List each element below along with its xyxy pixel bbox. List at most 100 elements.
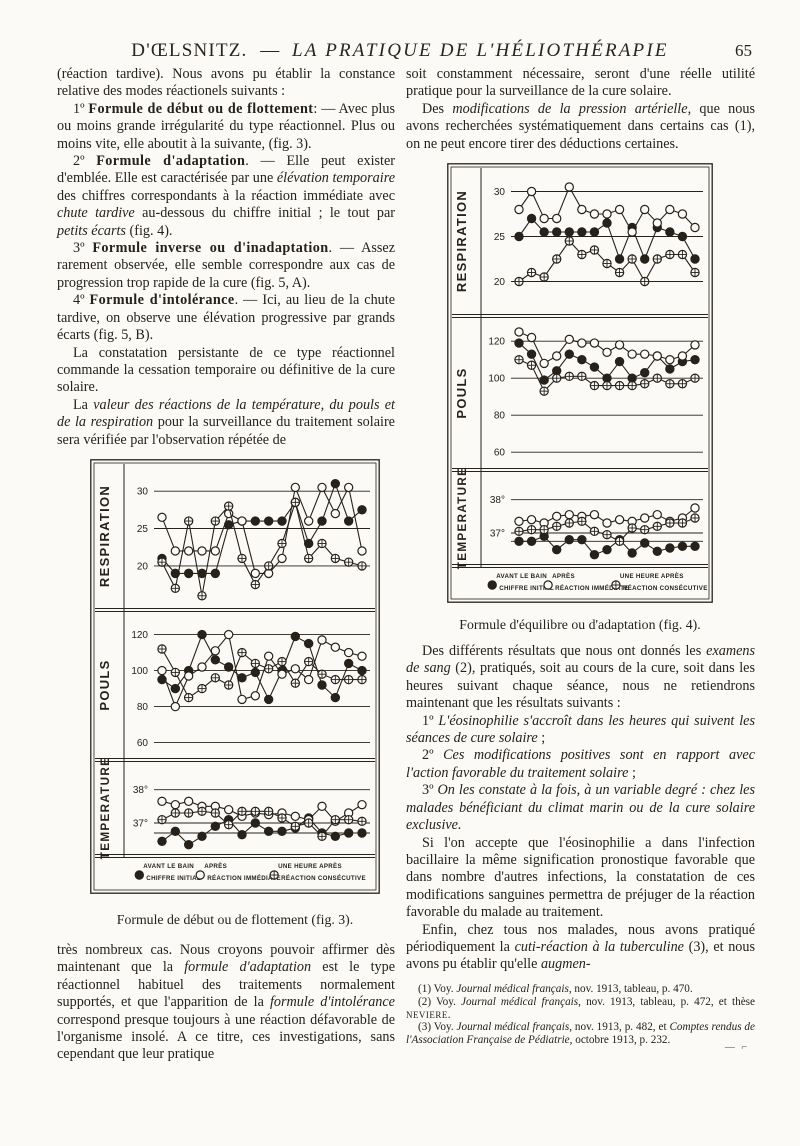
paragraph: 3º On les constate à la fois, à un varia… (406, 782, 755, 834)
text-segment: 3º (73, 240, 93, 257)
svg-text:AVANT LE BAIN: AVANT LE BAIN (143, 863, 194, 870)
text-segment: augmen- (540, 956, 591, 973)
text-segment: . — Ici, au lieu de la chute tardive, on… (57, 292, 395, 344)
paragraph: La constatation persistante de ce type r… (57, 345, 395, 397)
svg-text:120: 120 (131, 630, 148, 641)
svg-text:TEMPERATURE: TEMPERATURE (456, 467, 469, 569)
svg-text:TEMPERATURE: TEMPERATURE (99, 757, 112, 859)
text-segment: chute tardive (57, 205, 135, 222)
right-paragraphs-top: soit constamment nécessaire, seront d'un… (406, 66, 755, 153)
text-segment: . — Assez rarement observée, elle semble… (57, 240, 395, 291)
svg-text:APRÈS: APRÈS (204, 862, 227, 870)
svg-text:60: 60 (494, 448, 506, 459)
svg-text:80: 80 (137, 702, 149, 713)
text-segment: des chiffres correspondants à la réactio… (57, 187, 395, 204)
text-segment: Journal médical français (461, 995, 579, 1008)
svg-text:RÉACTION CONSÉCUTIVE: RÉACTION CONSÉCUTIVE (281, 874, 366, 882)
svg-text:RÉACTION IMMÉDIATE: RÉACTION IMMÉDIATE (555, 584, 629, 592)
svg-text:30: 30 (137, 487, 149, 498)
svg-text:60: 60 (137, 738, 149, 749)
text-segment: Formule d'adaptation (96, 153, 246, 170)
svg-text:UNE HEURE APRÈS: UNE HEURE APRÈS (620, 572, 684, 580)
paragraph: (2) Voy. Journal médical français, nov. … (406, 996, 755, 1022)
text-segment: 2º (422, 747, 444, 764)
svg-text:80: 80 (494, 411, 506, 422)
text-segment: Des (422, 100, 453, 117)
figure-chart: 30 25 20 RESPIRATION 120 100 80 60 POULS 38° 37° TE… (447, 163, 713, 603)
svg-text:POULS: POULS (97, 659, 112, 710)
text-segment: ; (537, 730, 546, 747)
text-segment: Formule inverse ou d'inadaptation (92, 240, 329, 257)
paragraph: soit constamment nécessaire, seront d'un… (406, 66, 755, 101)
text-segment: très nombreux cas. Nous croyons pouvoir … (57, 941, 395, 976)
figure-chart: 30 25 20 RESPIRATION 120 100 80 60 POULS 38° 37° TE… (90, 459, 380, 894)
text-segment: élévation temporaire (276, 170, 395, 187)
figure-3: 30 25 20 RESPIRATION 120 100 80 60 POULS 38° 37° TE… (90, 459, 380, 899)
paragraph: La valeur des réactions de la températur… (57, 397, 395, 449)
svg-text:25: 25 (494, 232, 506, 243)
text-segment: formule d'adaptation (184, 959, 312, 976)
page-number: 65 (735, 41, 752, 60)
left-paragraphs-bottom: très nombreux cas. Nous croyons pouvoir … (57, 942, 395, 1064)
svg-text:30: 30 (494, 187, 506, 198)
text-segment: , nov. 1913, tableau, p. 470. (568, 982, 693, 995)
paragraph: 2º Formule d'adaptation. — Elle peut exi… (57, 153, 395, 240)
text-segment: (1) Voy. (418, 982, 457, 995)
text-segment: . — Elle peut exister d'emblée. Elle est… (57, 153, 396, 187)
paragraph: Des modifications de la pression artérie… (406, 101, 755, 153)
paragraph: très nombreux cas. Nous croyons pouvoir … (57, 942, 395, 1064)
paragraph: Des différents résultats que nous ont do… (406, 643, 755, 713)
text-segment: La (73, 396, 94, 413)
text-segment: (fig. 4). (125, 222, 173, 239)
text-segment: Comptes rendus de l'Association Français… (406, 1021, 755, 1047)
text-segment: modifications de la pression artérielle (452, 100, 688, 117)
paragraph: (3) Voy. Journal médical français, nov. … (406, 1021, 755, 1047)
text-segment: : — Avec plus ou moins grande irrégulari… (57, 100, 395, 152)
text-segment: au-dessous du chiffre initial ; le tout … (134, 205, 395, 222)
svg-text:RESPIRATION: RESPIRATION (454, 190, 469, 292)
svg-text:37°: 37° (490, 529, 505, 540)
right-column: soit constamment nécessaire, seront d'un… (406, 66, 755, 1054)
svg-text:120: 120 (488, 337, 505, 348)
header-dash: — (260, 40, 280, 61)
text-segment: On les constate à la fois, à un variable… (406, 782, 755, 834)
svg-text:37°: 37° (133, 818, 148, 829)
text-segment: formule d'intolérance (269, 994, 395, 1011)
paragraph: Si l'on accepte que l'éosinophilie a dan… (406, 835, 755, 922)
paragraph: 1º L'éosinophilie s'accroît dans les heu… (406, 713, 755, 748)
text-segment: Ces modifications positives sont en rapp… (406, 747, 755, 781)
text-segment: La constatation persistante de ce type r… (57, 344, 395, 396)
footnotes: (1) Voy. Journal médical français, nov. … (406, 983, 755, 1054)
text-segment: (3), et nous avons pu établir qu'elle (406, 938, 756, 973)
svg-text:100: 100 (488, 374, 505, 385)
text-segment: Neviere (406, 1009, 448, 1020)
text-segment: Des différents résultats que nous ont do… (422, 643, 707, 660)
text-segment: (réaction tardive). Nous avons pu établi… (57, 66, 395, 100)
text-segment: Journal médical français (456, 982, 569, 995)
svg-text:UNE HEURE APRÈS: UNE HEURE APRÈS (278, 862, 342, 870)
text-segment: (3) Voy. (418, 1021, 457, 1034)
svg-text:20: 20 (494, 277, 506, 288)
page-header: D'ŒLSNITZ. — LA PRATIQUE DE L'HÉLIOTHÉRA… (0, 40, 800, 62)
text-segment: (2), pratiqués, soit au cours de la cure… (406, 660, 755, 712)
text-segment: 1º (73, 100, 89, 117)
right-paragraphs-mid: Des différents résultats que nous ont do… (406, 643, 755, 974)
text-segment: petits écarts (57, 222, 126, 239)
text-segment: 2º (73, 153, 97, 170)
svg-text:CHIFFRE INITIAL: CHIFFRE INITIAL (146, 875, 201, 882)
paragraph: (réaction tardive). Nous avons pu établi… (57, 66, 395, 101)
figure-3-caption: Formule de début ou de flottement (fig. … (116, 911, 354, 927)
pen-mark: — ⌐ (724, 1042, 749, 1054)
svg-text:25: 25 (137, 524, 149, 535)
svg-text:CHIFFRE INITIAL: CHIFFRE INITIAL (499, 585, 554, 592)
text-segment: Enfin, chez tous nos malades, nous avons… (406, 921, 755, 955)
footnote-list: (1) Voy. Journal médical français, nov. … (406, 983, 755, 1048)
text-segment: , que nous avons recherchées systématiqu… (406, 100, 755, 152)
text-segment: Si l'on accepte que l'éosinophilie a dan… (406, 834, 755, 921)
text-segment: , nov. 1913, tableau, p. 472, et thèse (578, 995, 755, 1008)
svg-text:20: 20 (137, 561, 149, 572)
svg-text:38°: 38° (133, 785, 148, 796)
svg-text:100: 100 (131, 666, 148, 677)
text-segment: 3º (422, 782, 438, 799)
